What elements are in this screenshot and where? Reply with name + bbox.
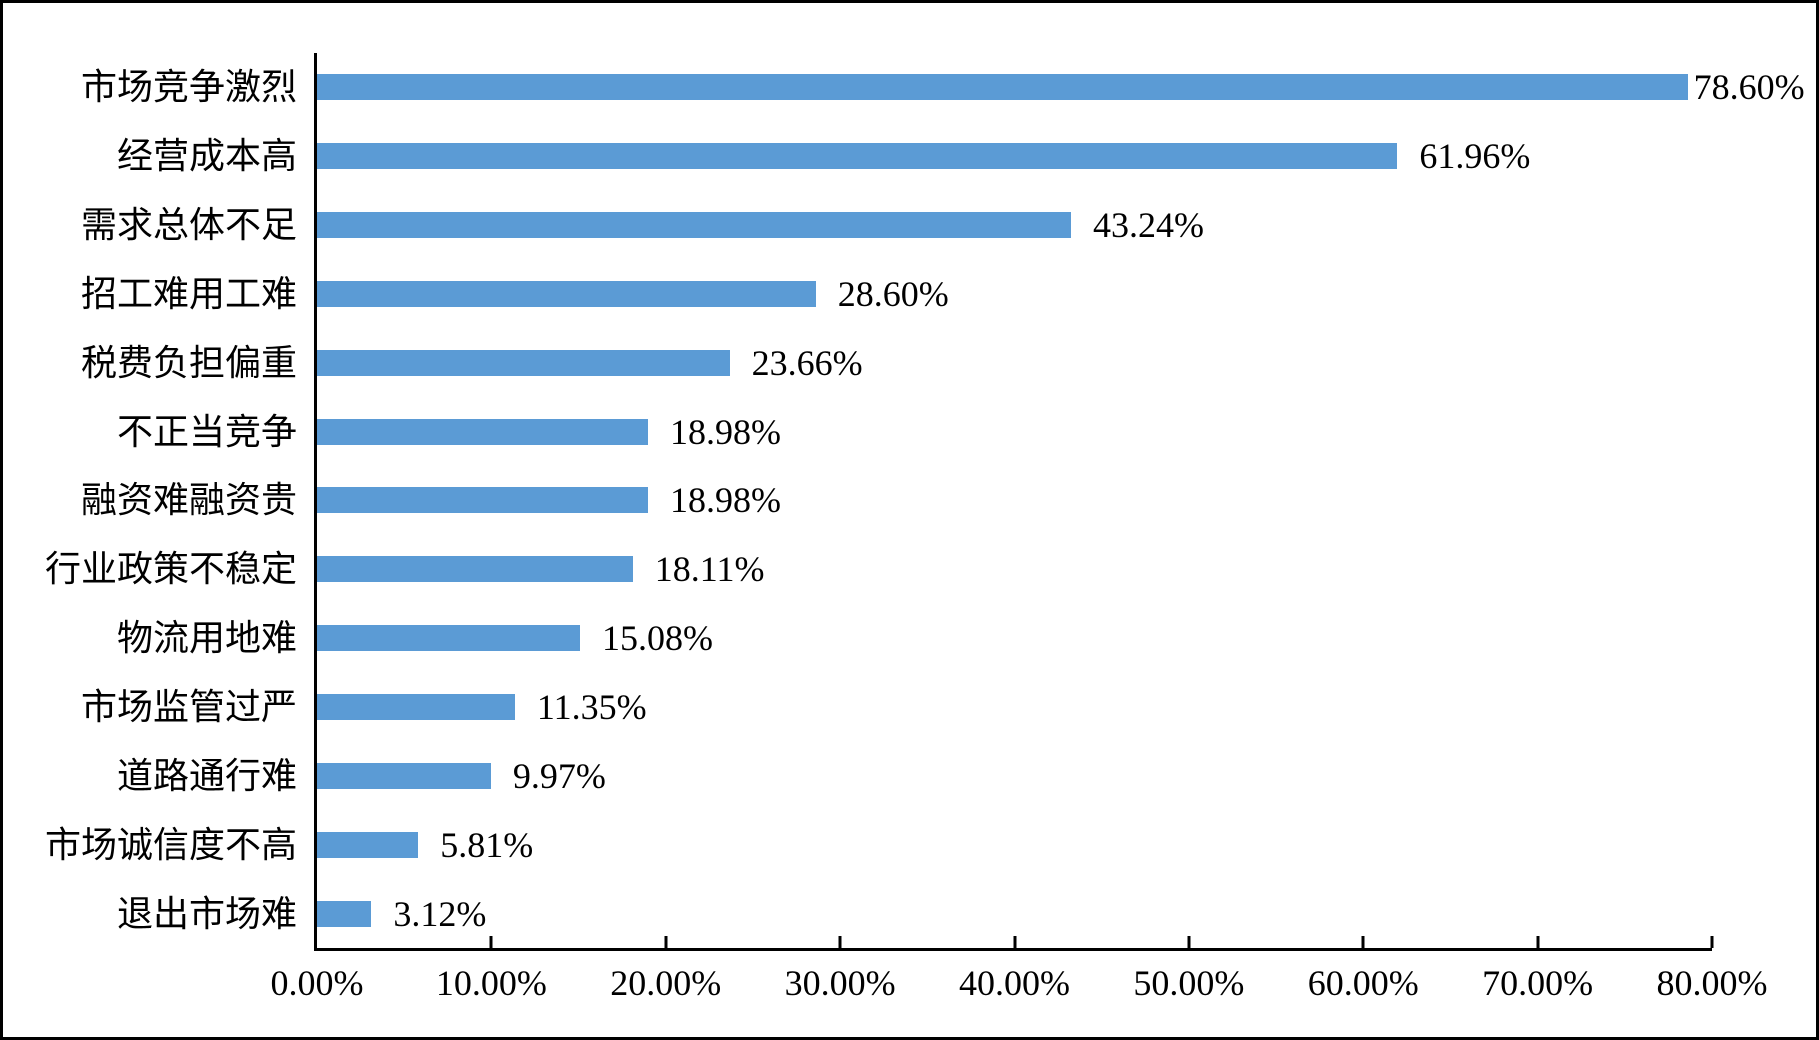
bar-row: 78.60% bbox=[317, 53, 1805, 122]
bar bbox=[317, 280, 816, 307]
bar-row: 18.98% bbox=[317, 397, 1712, 466]
category-axis-labels: 市场竞争激烈经营成本高需求总体不足 招工难用工难 税费负担偏重不正当竞争融资难融资贵… bbox=[11, 53, 297, 948]
bar bbox=[317, 143, 1398, 170]
x-axis-tick-mark bbox=[1536, 936, 1540, 948]
x-axis-tick-labels: 0.00% 10.00% 20.00% 30.00% 40.00% 50.00% 60.00… bbox=[271, 963, 1768, 1015]
x-axis-tick-label: 80.00% bbox=[1656, 963, 1768, 1003]
category-label: 需求总体不足 bbox=[80, 205, 297, 246]
x-axis-tick-label: 0.00% bbox=[270, 963, 364, 1003]
x-axis-tick-label: 60.00% bbox=[1307, 963, 1419, 1003]
bar-row: 15.08% bbox=[317, 604, 1712, 673]
category-label: 行业政策不稳定 bbox=[44, 549, 297, 590]
bar-row: 11.35% bbox=[317, 673, 1712, 742]
bar-row: 23.66% bbox=[317, 328, 1712, 397]
bar bbox=[317, 694, 515, 721]
bar-row: 5.81% bbox=[317, 810, 1712, 879]
x-axis-tick-mark bbox=[1013, 936, 1016, 948]
x-axis-tick-label: 20.00% bbox=[610, 963, 722, 1003]
x-axis-tick-mark bbox=[838, 936, 842, 948]
category-label: 招工难用工难 bbox=[80, 273, 297, 314]
bar-value-label: 61.96% bbox=[1419, 136, 1531, 177]
category-label: 融资难融资贵 bbox=[80, 480, 297, 521]
bar bbox=[317, 418, 648, 445]
bar-row: 43.24% bbox=[317, 191, 1712, 260]
category-label: 市场诚信度不高 bbox=[44, 824, 297, 865]
category-label: 不正当竞争 bbox=[116, 411, 297, 452]
bar-value-label: 18.11% bbox=[654, 549, 765, 590]
bar-value-label: 15.08% bbox=[601, 618, 713, 659]
x-axis-tick-label: 30.00% bbox=[784, 963, 896, 1003]
bar-value-label: 11.35% bbox=[536, 687, 647, 728]
category-label: 税费负担偏重 bbox=[80, 342, 297, 383]
bar bbox=[317, 349, 730, 376]
category-label: 市场监管过严 bbox=[80, 687, 297, 728]
bar-value-label: 28.60% bbox=[837, 273, 949, 314]
category-label: 经营成本高 bbox=[116, 136, 297, 177]
x-axis-tick-label: 70.00% bbox=[1482, 963, 1594, 1003]
bar-row: 9.97% bbox=[317, 741, 1712, 810]
x-axis-tick-label: 10.00% bbox=[435, 963, 547, 1003]
bar-row: 61.96% bbox=[317, 122, 1712, 191]
bar-value-label: 23.66% bbox=[751, 342, 863, 383]
bar-value-label: 78.60% bbox=[1693, 67, 1805, 108]
bar-value-label: 18.98% bbox=[669, 411, 781, 452]
bar bbox=[317, 487, 648, 514]
bar bbox=[317, 831, 419, 858]
x-axis-tick-mark bbox=[489, 936, 493, 948]
x-axis-tick-label: 40.00% bbox=[959, 963, 1070, 1003]
plot-area: 78.60% 61.96% 43.24% 28.60% 23.66% 18.98% 18.9… bbox=[314, 53, 1805, 951]
bar-value-label: 18.98% bbox=[669, 480, 781, 521]
bar bbox=[317, 212, 1071, 239]
bar-value-label: 43.24% bbox=[1092, 205, 1204, 246]
bar bbox=[317, 762, 491, 789]
category-label: 道路通行难 bbox=[116, 755, 297, 796]
bar bbox=[317, 556, 633, 583]
category-label: 物流用地难 bbox=[116, 618, 297, 659]
category-label: 退出市场难 bbox=[116, 893, 297, 934]
bar-row: 28.60% bbox=[317, 260, 1712, 329]
x-axis-tick-mark bbox=[1187, 936, 1191, 948]
bar bbox=[317, 625, 580, 652]
x-axis-tick-mark bbox=[1710, 936, 1714, 948]
bar bbox=[317, 74, 1688, 101]
bar-row: 3.12% bbox=[317, 879, 1712, 948]
category-label: 市场竞争激烈 bbox=[80, 67, 297, 108]
bar-value-label: 5.81% bbox=[440, 824, 534, 865]
bar-value-label: 3.12% bbox=[393, 893, 487, 934]
x-axis-tick-label: 50.00% bbox=[1133, 963, 1245, 1003]
bar bbox=[317, 900, 372, 927]
x-axis-tick-mark bbox=[664, 936, 668, 948]
x-axis-tick-mark bbox=[1361, 936, 1365, 948]
bar-row: 18.11% bbox=[317, 535, 1712, 604]
bar-value-label: 9.97% bbox=[512, 755, 606, 796]
bar-row: 18.98% bbox=[317, 466, 1712, 535]
